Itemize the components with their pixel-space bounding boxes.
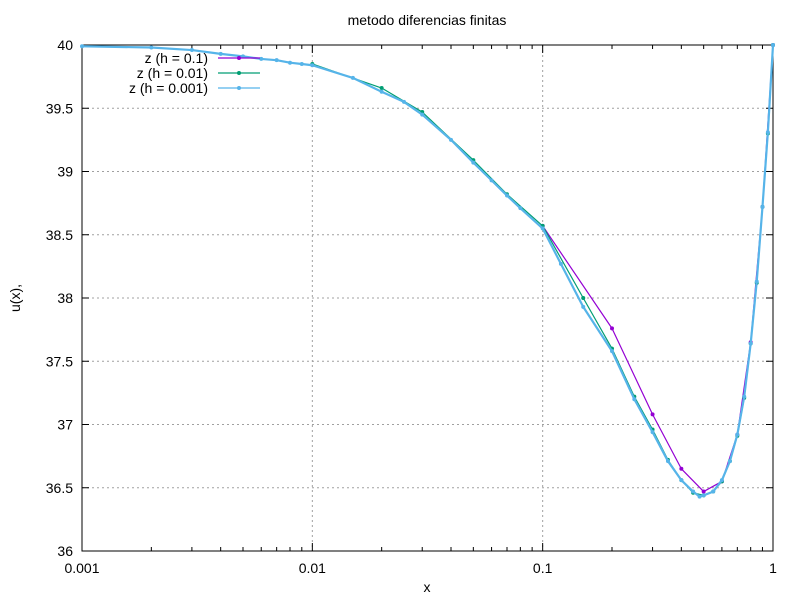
x-tick-label: 0.01 <box>299 560 326 576</box>
series-point <box>711 489 716 494</box>
x-tick-label: 0.1 <box>533 560 553 576</box>
series-point <box>149 45 154 50</box>
series-point <box>610 326 615 331</box>
legend-marker-1 <box>237 56 241 60</box>
y-tick-label: 39 <box>57 164 73 180</box>
y-tick-label: 40 <box>57 37 73 53</box>
series-point <box>742 394 747 399</box>
y-axis-title: u(x), <box>7 284 23 312</box>
series-point <box>679 466 684 471</box>
series-point <box>727 459 732 464</box>
series-point <box>719 478 724 483</box>
y-tick-label: 38.5 <box>46 227 73 243</box>
series-point <box>760 204 765 209</box>
series-point <box>518 206 523 211</box>
x-axis-title: x <box>424 579 431 595</box>
series-point <box>610 349 615 354</box>
series-point <box>420 112 425 117</box>
x-tick-label: 0.001 <box>64 560 99 576</box>
series-point <box>379 86 384 91</box>
series-point <box>379 89 384 94</box>
legend-label-2: z (h = 0.01) <box>137 65 208 81</box>
series-point <box>765 130 770 135</box>
y-tick-label: 37.5 <box>46 353 73 369</box>
series-point <box>650 430 655 435</box>
series-point <box>274 58 279 63</box>
y-tick-label: 36.5 <box>46 480 73 496</box>
series-point <box>771 43 775 47</box>
series-point <box>240 54 245 59</box>
series-point <box>754 279 759 284</box>
series-point <box>581 296 586 300</box>
y-tick-label: 37 <box>57 417 73 433</box>
series-point <box>558 261 563 266</box>
series-point <box>401 99 406 104</box>
y-tick-label: 36 <box>57 543 73 559</box>
series-point <box>471 160 476 165</box>
x-tick-label: 1 <box>769 560 777 576</box>
series-point <box>310 63 315 68</box>
y-tick-label: 38 <box>57 290 73 306</box>
series-point <box>218 51 223 56</box>
series-point <box>299 61 304 66</box>
series-point <box>748 341 753 346</box>
legend-marker-3 <box>237 86 241 90</box>
series-point <box>259 56 264 61</box>
series-point <box>650 412 655 417</box>
series-point <box>691 489 696 494</box>
series-point <box>701 493 706 498</box>
y-tick-label: 39.5 <box>46 100 73 116</box>
series-3 <box>80 43 775 499</box>
series-point <box>449 137 454 142</box>
series-point <box>581 304 586 309</box>
series-point <box>504 193 509 198</box>
series-point <box>679 478 684 483</box>
legend: z (h = 0.1)z (h = 0.01)z (h = 0.001) <box>129 50 260 96</box>
series-point <box>701 489 706 494</box>
series-point <box>632 397 637 402</box>
series-point <box>80 44 84 49</box>
series-layer <box>80 43 775 499</box>
series-point <box>665 459 670 464</box>
series-point <box>189 48 194 53</box>
chart-title: metodo diferencias finitas <box>348 12 507 28</box>
series-line-3 <box>81 44 775 498</box>
series-point <box>288 60 293 65</box>
legend-label-1: z (h = 0.1) <box>145 50 208 66</box>
legend-marker-2 <box>237 71 241 75</box>
legend-label-3: z (h = 0.001) <box>129 80 208 96</box>
series-point <box>697 494 702 499</box>
series-point <box>350 75 355 80</box>
series-point <box>540 226 545 231</box>
series-point <box>735 432 740 437</box>
series-point <box>489 178 494 183</box>
grid <box>81 44 774 552</box>
tick-labels: 36 36.5 37 37.5 38 38.5 39 39.5 40 0.001 0.01 0.1 1 <box>46 37 777 576</box>
